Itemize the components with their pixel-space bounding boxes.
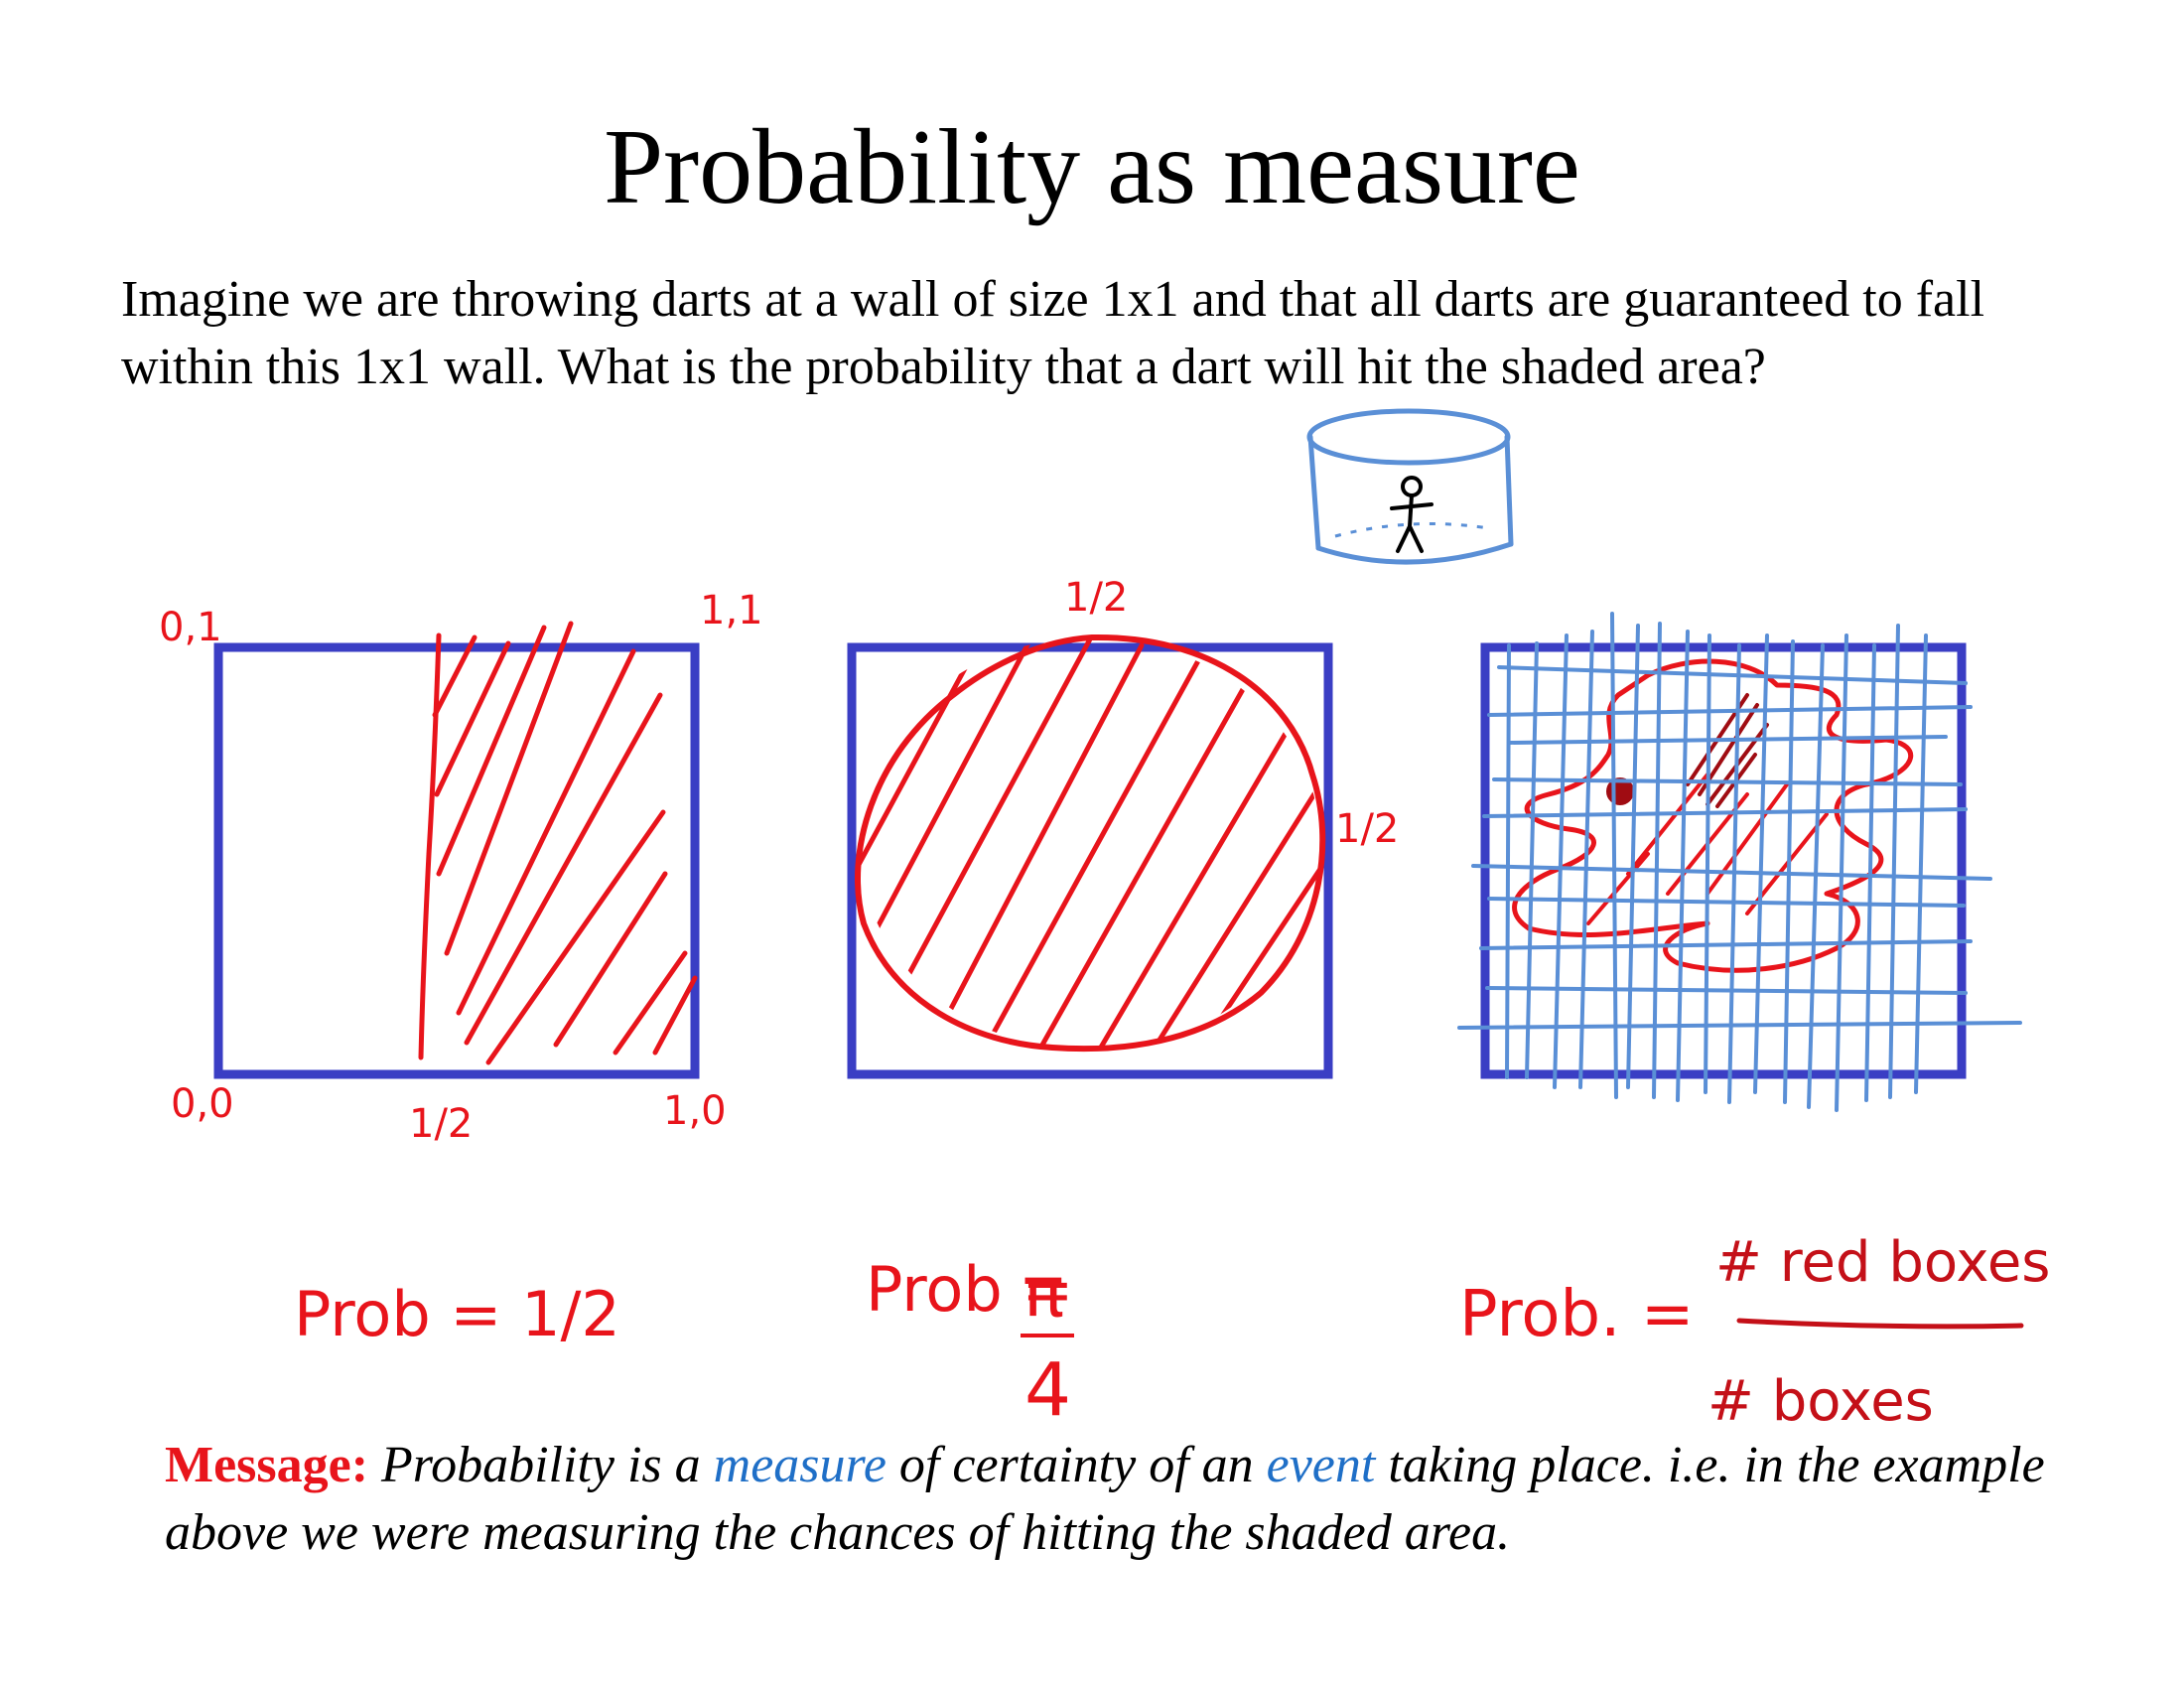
hatch-lines-2 bbox=[860, 637, 1320, 1051]
unit-square-2 bbox=[847, 642, 1333, 1079]
message-part-3: taking place. i.e. in the example above … bbox=[165, 1437, 2045, 1561]
figure-blob-grid: Prob. = # red boxes # boxes bbox=[1457, 612, 2050, 1434]
grid-lines bbox=[1457, 612, 2022, 1112]
half-label-right: 1/2 bbox=[1335, 806, 1399, 852]
half-divider-line bbox=[418, 633, 442, 1060]
figure-circle-square: 1/2 1/2 Prob = π 4 bbox=[847, 575, 1399, 1433]
prob-1-label: Prob = 1/2 bbox=[294, 1278, 620, 1350]
prob-3-numerator: # red boxes bbox=[1715, 1230, 2050, 1295]
half-label-top: 1/2 bbox=[1064, 575, 1128, 621]
unit-square-3 bbox=[1480, 642, 1967, 1079]
half-label-bottom: 1/2 bbox=[409, 1101, 473, 1147]
slide-title: Probability as measure bbox=[604, 108, 1580, 226]
prob-2-denominator: 4 bbox=[1024, 1347, 1071, 1433]
message-highlight-event: event bbox=[1266, 1437, 1376, 1493]
prob-2-numerator: π bbox=[1023, 1251, 1064, 1333]
message-highlight-measure: measure bbox=[713, 1437, 887, 1493]
irregular-red-blob bbox=[1512, 658, 1914, 973]
corner-label-1-0: 1,0 bbox=[663, 1088, 727, 1134]
message-part-1: Probability is a bbox=[368, 1437, 714, 1493]
unit-square-1 bbox=[213, 642, 700, 1079]
corner-label-1-1: 1,1 bbox=[700, 588, 763, 633]
message-text: Message: Probability is a measure of cer… bbox=[165, 1432, 2051, 1567]
prob-3-fraction-bar bbox=[1736, 1318, 2024, 1330]
figure-half-square: 0,1 1,1 0,0 1,0 1/2 Prob = 1/2 bbox=[159, 588, 763, 1350]
prob-2-label: Prob = bbox=[866, 1253, 1073, 1326]
stick-figure-in-cylinder-icon bbox=[1306, 408, 1514, 565]
inscribed-circle bbox=[855, 633, 1326, 1053]
intro-text: Imagine we are throwing darts at a wall … bbox=[121, 271, 1985, 395]
corner-label-0-0: 0,0 bbox=[171, 1081, 234, 1127]
prob-3-denominator: # boxes bbox=[1707, 1369, 1934, 1434]
corner-label-0-1: 0,1 bbox=[159, 605, 222, 650]
message-part-2: of certainty of an bbox=[886, 1437, 1267, 1493]
hatch-lines-1 bbox=[432, 621, 698, 1065]
message-label: Message: bbox=[165, 1437, 369, 1493]
prob-3-label: Prob. = bbox=[1459, 1278, 1694, 1351]
